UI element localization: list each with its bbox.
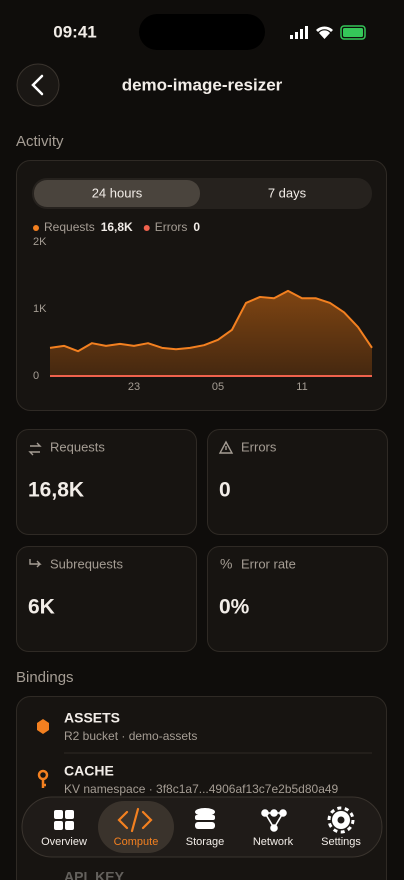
binding-detail: R2 bucket · demo-assets <box>64 729 197 743</box>
stat-card <box>207 429 388 535</box>
icon <box>29 559 42 568</box>
legend-total: 0 <box>193 220 200 234</box>
y-tick-label: 1K <box>33 303 47 315</box>
tab-label[interactable]: Storage <box>186 836 225 848</box>
status-icons <box>290 25 366 40</box>
icon: % <box>220 556 232 572</box>
segment[interactable]: 7 days <box>268 185 307 200</box>
stat-label: Error rate <box>241 556 296 571</box>
tab-label[interactable]: Compute <box>114 836 159 848</box>
tab-label[interactable]: Network <box>253 836 294 848</box>
section-heading: Bindings <box>16 669 74 686</box>
back-button[interactable] <box>16 63 60 107</box>
stat-card <box>16 429 197 535</box>
stat-value: 0% <box>219 596 250 619</box>
tab-label[interactable]: Overview <box>41 836 87 848</box>
icon <box>28 442 42 456</box>
stat-label: Errors <box>241 439 277 454</box>
stat-card <box>16 546 197 652</box>
page-title: demo-image-resizer <box>122 75 283 94</box>
icon <box>218 440 234 454</box>
area <box>50 290 372 376</box>
binding-detail: KV namespace · 3f8c1a7...4906af13c7e2b5d… <box>64 782 339 796</box>
status-time: 09:41 <box>53 22 96 41</box>
stat-value: 16,8K <box>28 479 84 502</box>
segment[interactable]: 24 hours <box>92 185 143 200</box>
bucket-icon <box>37 719 49 734</box>
binding-name[interactable]: ASSETS <box>64 710 120 726</box>
binding-name[interactable]: API_KEY <box>64 869 125 880</box>
stat-value: 6K <box>28 596 55 619</box>
stat-cards: % Requests Errors Subrequests Error rate… <box>16 429 388 652</box>
binding-name[interactable]: CACHE <box>64 763 114 779</box>
stat-label: Requests <box>50 439 105 454</box>
legend-label: Errors <box>155 220 188 234</box>
segment-active <box>34 180 200 207</box>
x-tick-label: 23 <box>128 381 140 393</box>
stat-label: Subrequests <box>50 556 123 571</box>
legend-dot <box>143 225 150 231</box>
legend-label: Requests <box>44 220 95 234</box>
tab-active-bg <box>98 801 174 853</box>
stat-value: 0 <box>219 479 231 502</box>
key-icon <box>37 769 49 788</box>
legend-total: 16,8K <box>101 220 133 234</box>
back-icon <box>31 74 44 96</box>
section-heading: Activity <box>16 133 64 150</box>
x-tick-label: 05 <box>212 381 224 393</box>
stat-card <box>207 546 388 652</box>
legend-dot <box>33 225 39 231</box>
dynamic-island <box>139 14 265 50</box>
x-tick-label: 11 <box>296 381 307 393</box>
y-tick-label: 2K <box>33 236 47 248</box>
y-tick-label: 0 <box>33 370 39 382</box>
tab-icons <box>54 806 355 834</box>
tab-label[interactable]: Settings <box>321 836 361 848</box>
line <box>49 289 373 353</box>
